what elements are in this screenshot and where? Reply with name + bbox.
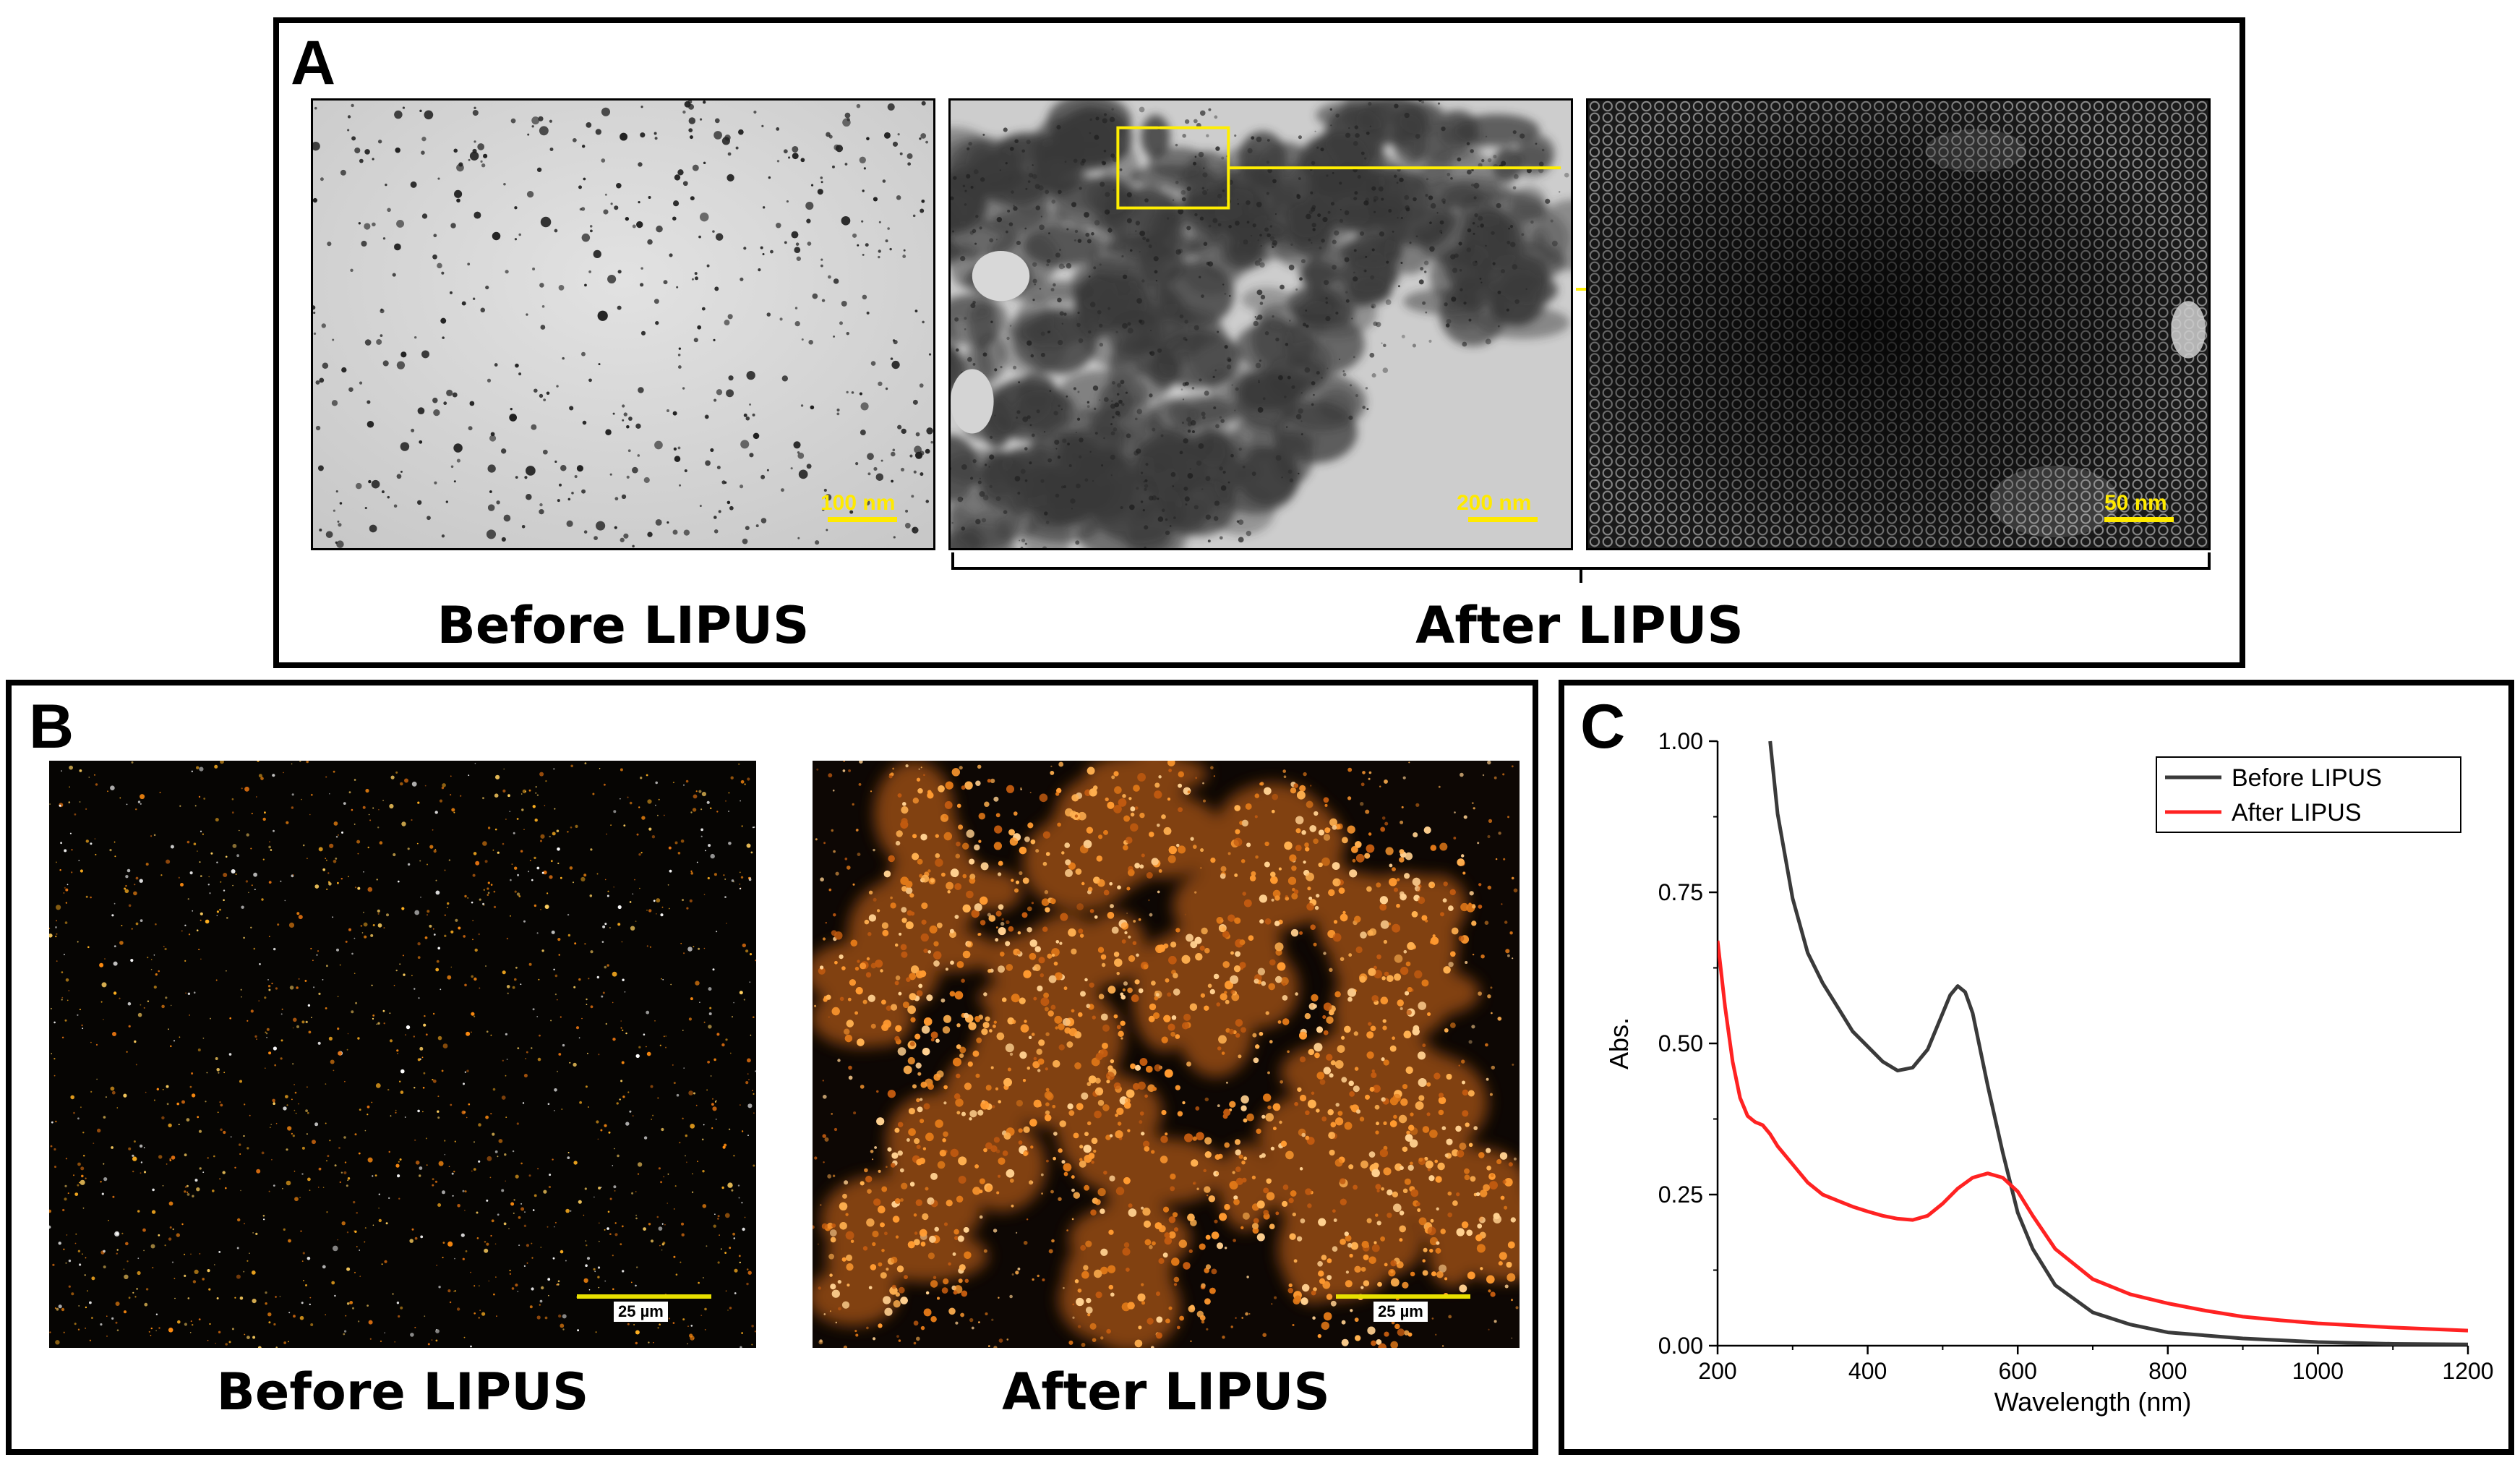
legend-label: After LIPUS [2232,799,2362,827]
panel-c-label: C [1580,692,1626,761]
scalebar-label-50nm: 50 nm [2104,491,2167,515]
tem-zoom-image: 50 nm [1586,98,2211,550]
scalebar-label-25um-after: 25 µm [1373,1302,1428,1322]
darkfield-after-image: 25 µm [813,761,1520,1348]
x-tick-label: 200 [1698,1358,1736,1384]
tem-before-image: 100 nm [311,98,935,550]
scalebar-label-25um-before: 25 µm [614,1302,668,1322]
absorbance-chart: 200 400 600 800 1000 1200 0.00 0.25 0.50 0.75 1.00… [1604,728,2494,1417]
chart-legend: Before LIPUS After LIPUS [2156,756,2461,833]
scalebar-25um-after [1336,1294,1470,1299]
panel-b-label: B [29,692,74,761]
scalebar-25um-before [577,1294,711,1299]
x-tick-label: 400 [1848,1358,1887,1384]
y-tick-label: 1.00 [1658,728,1703,754]
scalebar-label-100nm: 100 nm [820,491,896,515]
panel-a-caption-before: Before LIPUS [437,596,810,655]
series-line-after-lipus [1718,940,2468,1333]
legend-label: Before LIPUS [2232,764,2382,792]
panel-a-caption-after: After LIPUS [1415,596,1744,655]
y-tick-label: 0.25 [1658,1182,1703,1208]
darkfield-before-image: 25 µm [49,761,756,1348]
scalebar-200nm [1468,517,1538,522]
after-lipus-bracket [951,552,2211,583]
tem-after-image: 200 nm [948,98,1573,550]
scalebar-label-200nm: 200 nm [1457,491,1532,515]
y-tick-label: 0.75 [1658,879,1703,905]
series-line-before-lipus [1768,740,2468,1346]
scalebar-100nm [828,517,897,522]
panel-a-label: A [291,28,336,98]
panel-b-caption-after: After LIPUS [1002,1362,1330,1422]
x-tick-label: 600 [1999,1358,2037,1384]
x-tick-label: 1200 [2442,1358,2493,1384]
y-tick-label: 0.50 [1658,1030,1703,1056]
x-tick-label: 800 [2148,1358,2187,1384]
legend-box [2156,756,2461,833]
panel-b-caption-before: Before LIPUS [216,1362,589,1422]
x-tick-label: 1000 [2292,1358,2344,1384]
y-axis-title: Abs. [1604,1017,1634,1069]
x-axis-title: Wavelength (nm) [1994,1387,2192,1417]
y-tick-label: 0.00 [1658,1333,1703,1359]
scalebar-50nm [2104,517,2174,522]
